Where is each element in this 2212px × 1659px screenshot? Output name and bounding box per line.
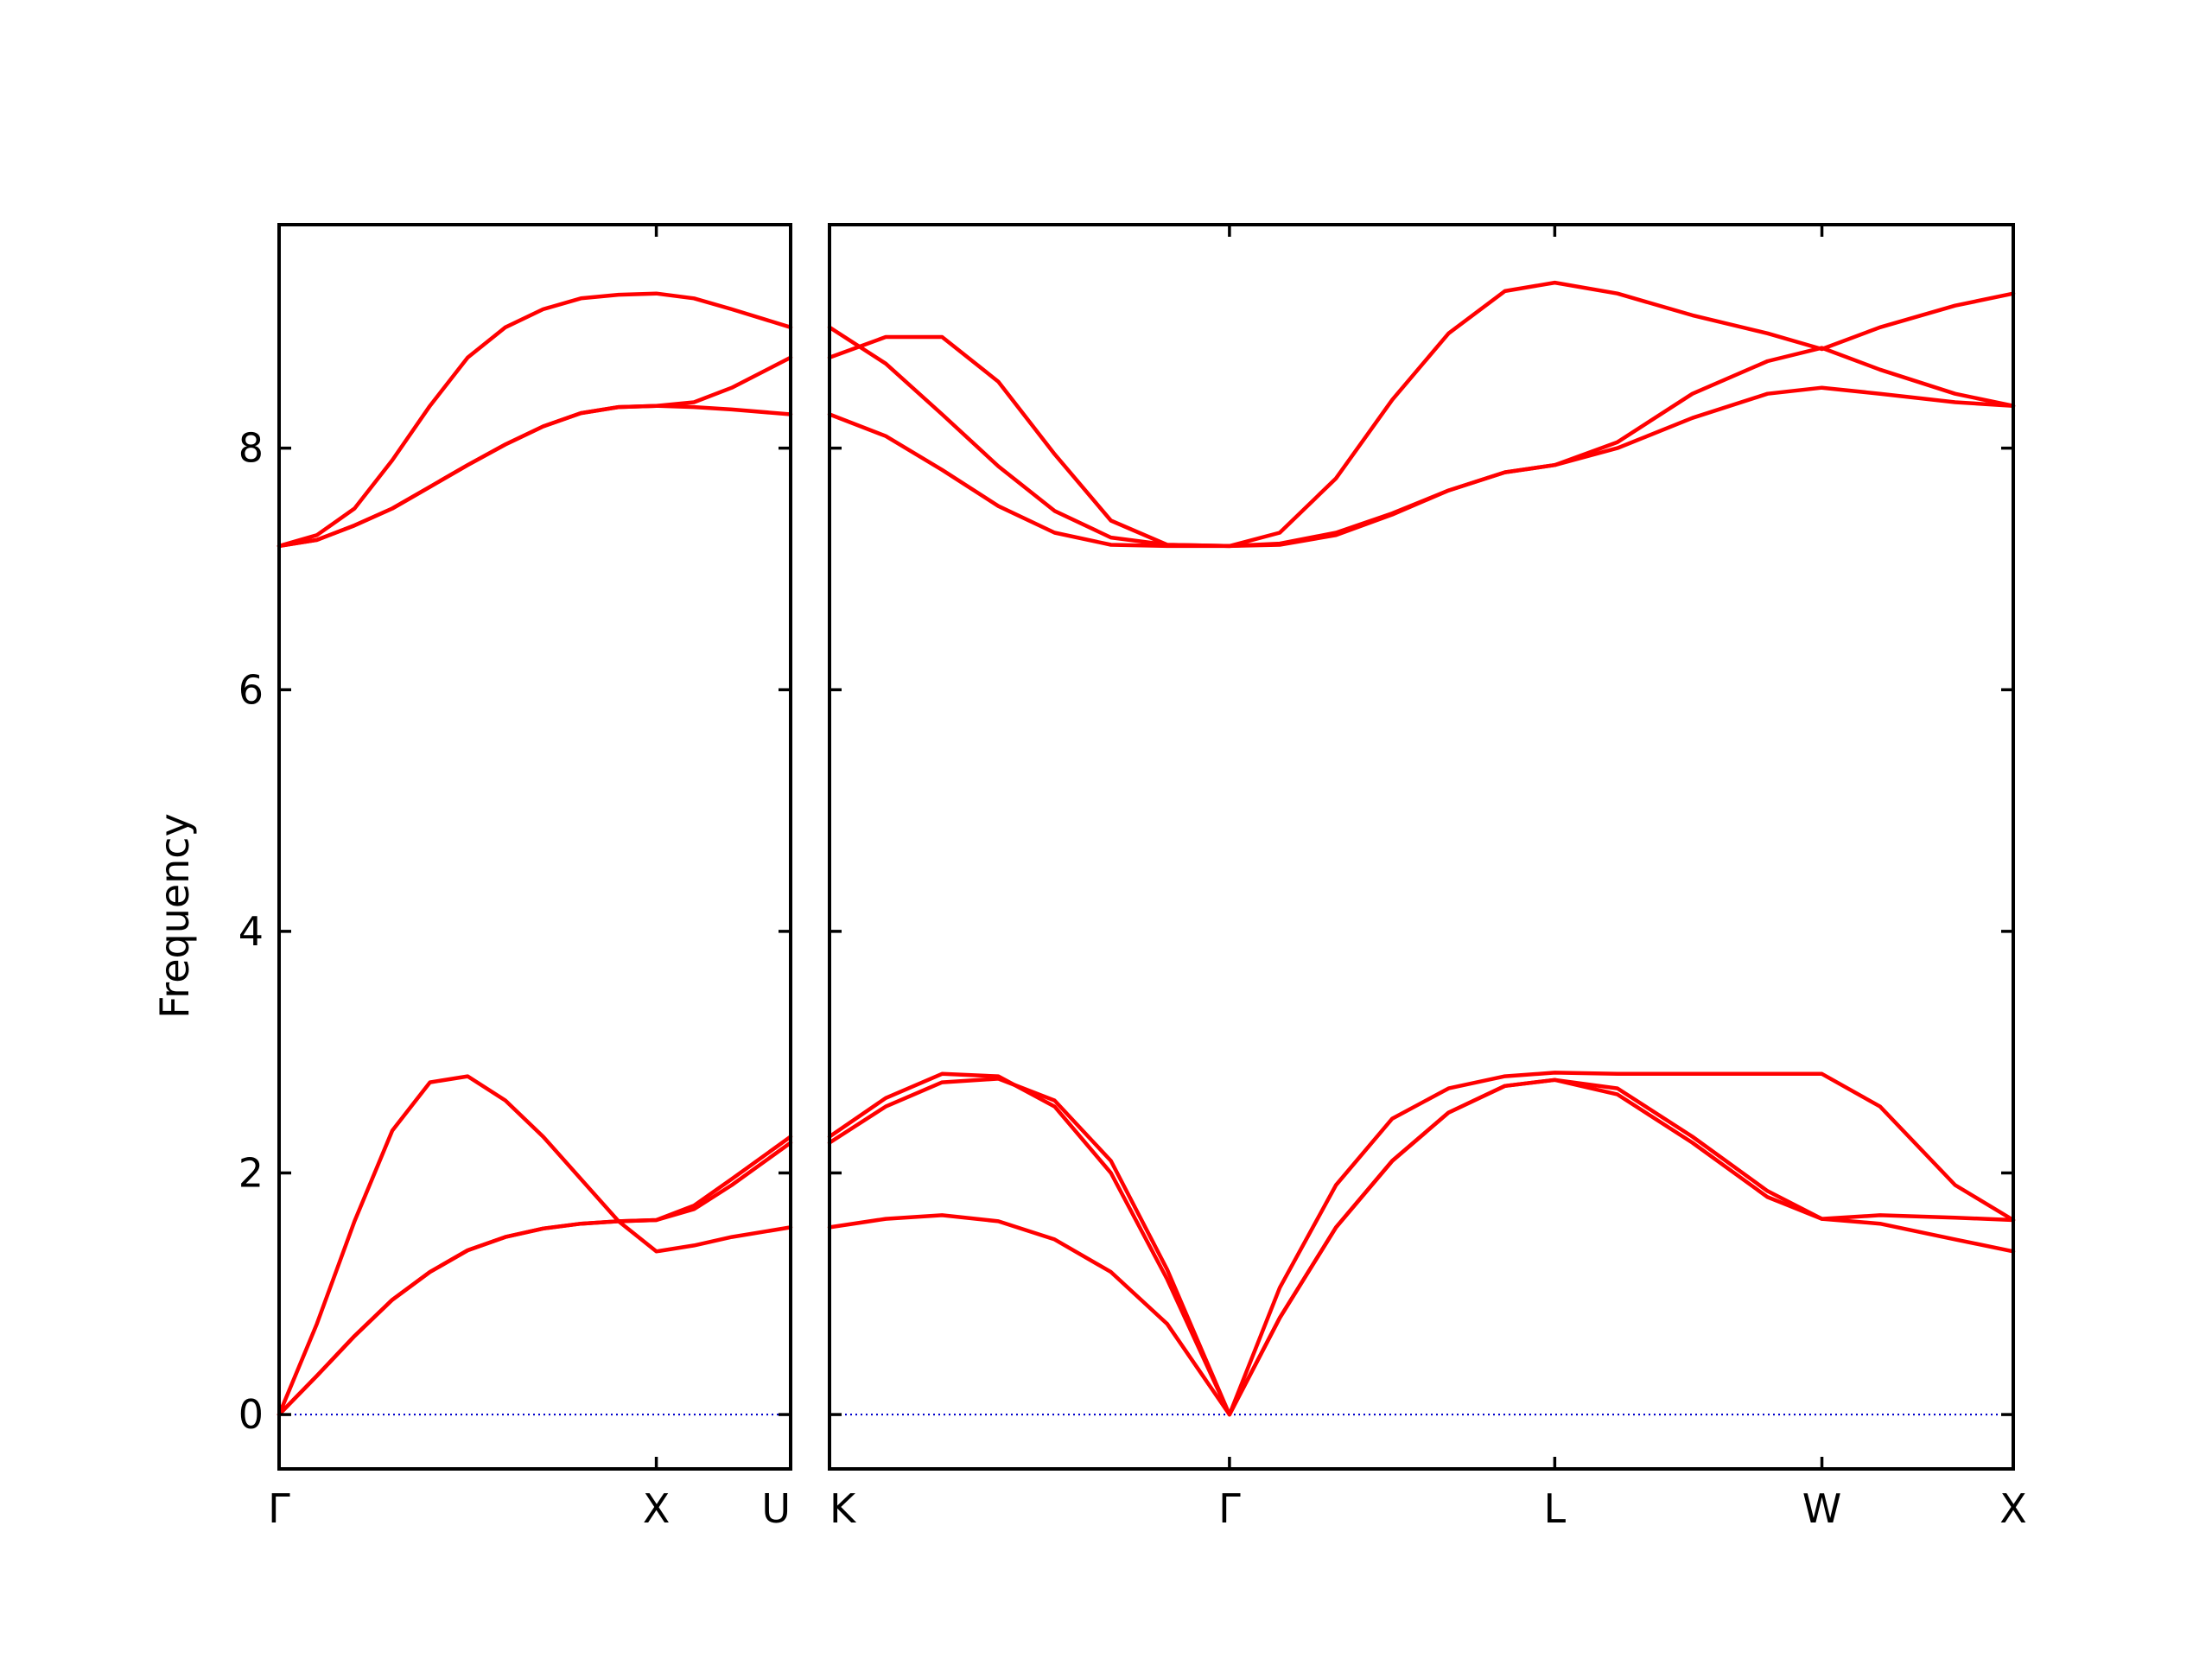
band-line-2-4	[827, 385, 2016, 549]
band-line-2-3	[827, 1071, 2016, 1417]
band-line-2-2	[827, 1077, 2016, 1417]
band-line-2-1	[827, 1077, 2016, 1417]
band-line-1-5	[276, 355, 793, 549]
x-tick-label-L: L	[1544, 1485, 1567, 1532]
panel-frame-1	[277, 223, 792, 1471]
band-line-1-4	[276, 291, 793, 549]
band-line-2-5	[827, 325, 2016, 549]
x-tick-label-X: X	[1999, 1485, 2027, 1532]
y-tick-label: 0	[238, 1391, 264, 1438]
band-line-2-6	[827, 280, 2016, 549]
x-tick-label-Γ: Γ	[268, 1485, 290, 1532]
y-tick-label: 2	[238, 1149, 264, 1196]
band-line-1-3	[276, 1141, 793, 1417]
x-tick-label-W: W	[1802, 1485, 1841, 1532]
y-tick-label: 6	[238, 666, 264, 713]
x-tick-label-Γ: Γ	[1218, 1485, 1241, 1532]
y-axis-title: Frequency	[151, 813, 198, 1019]
band-line-1-1	[276, 1074, 793, 1417]
x-tick-label-X: X	[643, 1485, 671, 1532]
band-line-1-6	[276, 404, 793, 549]
panel-frame-2	[828, 223, 2015, 1471]
y-tick-label: 8	[238, 425, 264, 472]
x-tick-label-K: K	[830, 1485, 857, 1532]
band-line-1-2	[276, 1135, 793, 1417]
x-tick-label-U: U	[761, 1485, 791, 1532]
y-tick-label: 4	[238, 908, 264, 955]
